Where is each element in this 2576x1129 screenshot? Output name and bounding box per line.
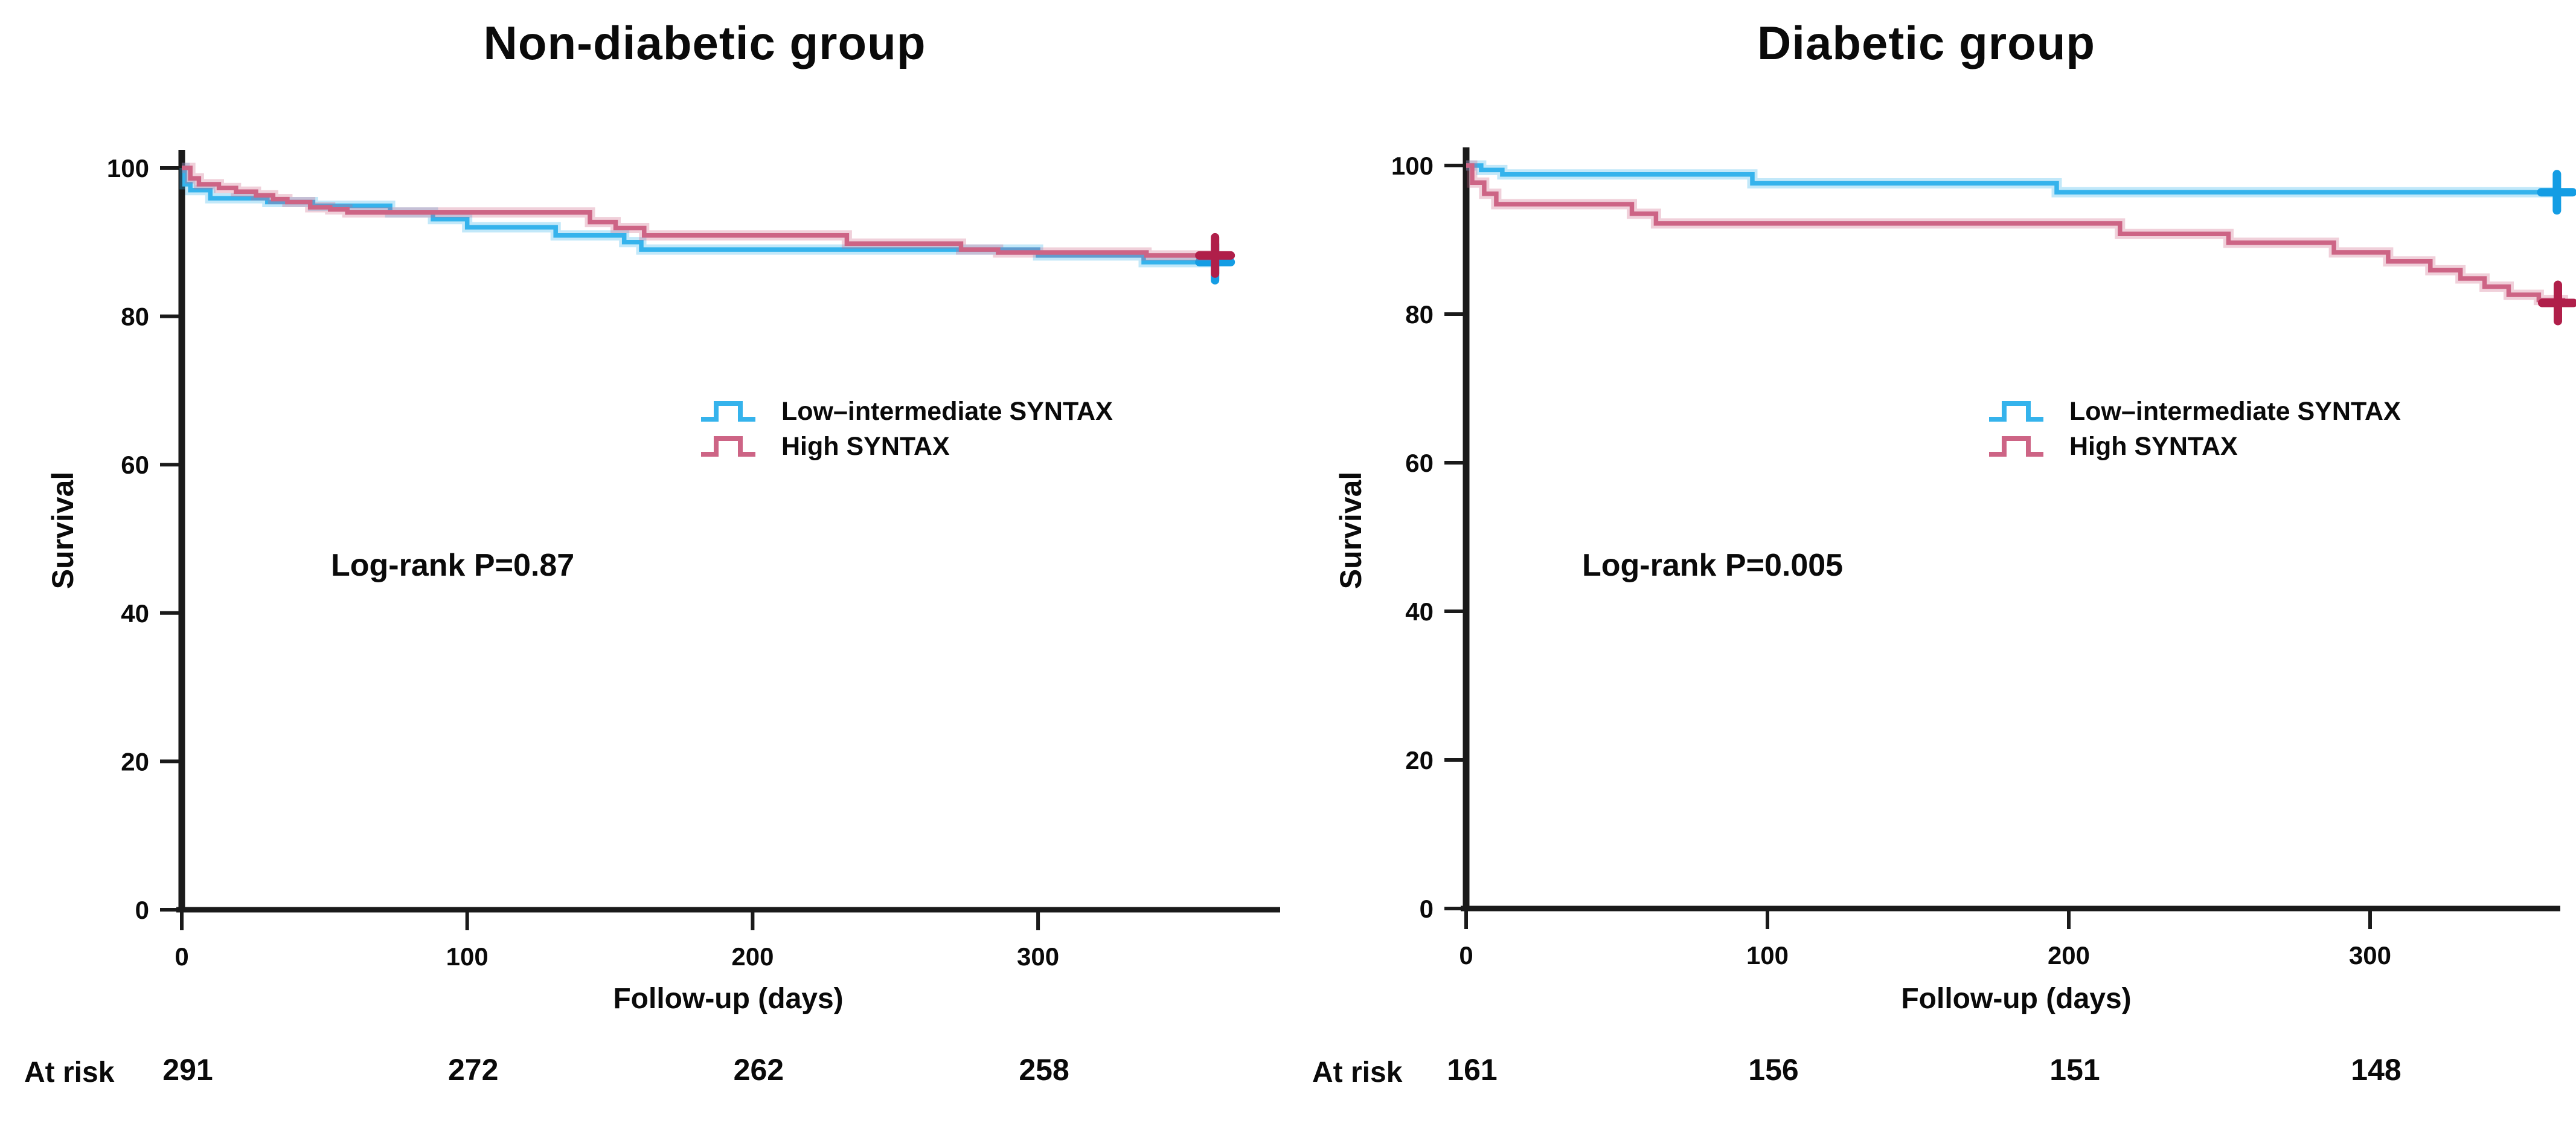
- panel-non-diabetic: Non-diabetic group 100 80 60 40 20 0 0 100 200 30…: [0, 16, 1288, 1101]
- x-tick-label: 300: [2349, 941, 2391, 970]
- panel-title: Non-diabetic group: [483, 16, 926, 69]
- at-risk-count: 258: [1019, 1053, 1069, 1087]
- censor-plus-marker: [2537, 170, 2576, 215]
- y-tick-label: 40: [1405, 597, 1434, 626]
- panel-title: Diabetic group: [1757, 16, 2096, 69]
- logrank-annotation: Log-rank P=0.87: [331, 548, 575, 583]
- at-risk-count: 148: [2351, 1053, 2401, 1087]
- km-step-icon: [701, 401, 755, 422]
- y-axis-label: Survival: [1334, 471, 1368, 590]
- panel-diabetic: Diabetic group 100 80 60 40 20 0 0 100 200 300 Su…: [1288, 0, 2576, 1129]
- y-tick-label: 20: [121, 747, 149, 776]
- y-tick-label: 40: [121, 599, 149, 628]
- legend-label: Low–intermediate SYNTAX: [2069, 396, 2401, 426]
- km-curve: [1466, 163, 2566, 303]
- at-risk-count: 262: [733, 1053, 784, 1087]
- at-risk-count: 161: [1447, 1053, 1498, 1087]
- km-curve: [1466, 163, 2557, 195]
- y-tick-label: 100: [107, 154, 149, 182]
- y-tick-label: 80: [1405, 300, 1434, 329]
- y-tick-label: 80: [121, 303, 149, 331]
- at-risk-row: 291 272 262 258: [0, 1052, 1288, 1101]
- legend: Low–intermediate SYNTAX High SYNTAX: [1987, 394, 2401, 464]
- legend-row-low-intermediate: Low–intermediate SYNTAX: [699, 394, 1113, 429]
- x-tick-label: 100: [446, 942, 489, 971]
- y-tick-label: 0: [135, 896, 149, 924]
- x-axis-label: Follow-up (days): [1901, 983, 2132, 1015]
- legend-row-high: High SYNTAX: [1987, 429, 2401, 464]
- x-tick-label: 100: [1746, 941, 1789, 970]
- at-risk-count: 272: [447, 1053, 499, 1087]
- km-step-icon: [701, 436, 755, 457]
- km-curve: [182, 166, 1216, 265]
- km-curve: [182, 166, 1216, 258]
- x-tick-label: 200: [731, 942, 774, 971]
- censor-plus-marker: [2538, 280, 2576, 326]
- x-axis-label: Follow-up (days): [613, 983, 844, 1015]
- at-risk-count: 291: [162, 1053, 213, 1087]
- x-tick-label: 200: [2048, 941, 2090, 970]
- legend-row-low-intermediate: Low–intermediate SYNTAX: [1987, 394, 2401, 429]
- y-axis-label: Survival: [46, 471, 80, 590]
- y-tick-label: 0: [1420, 895, 1434, 923]
- x-tick-label: 300: [1017, 942, 1059, 971]
- censor-plus-marker: [1195, 233, 1235, 278]
- legend-label: High SYNTAX: [2069, 431, 2238, 461]
- km-step-icon: [1989, 436, 2043, 457]
- y-tick-label: 60: [1405, 449, 1434, 477]
- y-tick-label: 20: [1405, 746, 1434, 774]
- legend-label: Low–intermediate SYNTAX: [781, 396, 1113, 426]
- x-tick-label: 0: [1459, 941, 1473, 970]
- x-tick-label: 0: [175, 942, 188, 971]
- y-tick-label: 100: [1391, 152, 1434, 180]
- at-risk-row: 161 156 151 148: [1288, 1052, 2576, 1101]
- y-tick-label: 60: [121, 451, 149, 479]
- km-curve-halo: [1466, 160, 2557, 198]
- legend-label: High SYNTAX: [781, 431, 950, 461]
- at-risk-count: 156: [1748, 1053, 1799, 1087]
- legend-row-high: High SYNTAX: [699, 429, 1113, 464]
- legend: Low–intermediate SYNTAX High SYNTAX: [699, 394, 1113, 464]
- km-step-icon: [1989, 401, 2043, 422]
- at-risk-label: At risk: [24, 1057, 115, 1089]
- at-risk-count: 151: [2049, 1053, 2100, 1087]
- logrank-annotation: Log-rank P=0.005: [1582, 548, 1844, 583]
- at-risk-label: At risk: [1312, 1057, 1403, 1089]
